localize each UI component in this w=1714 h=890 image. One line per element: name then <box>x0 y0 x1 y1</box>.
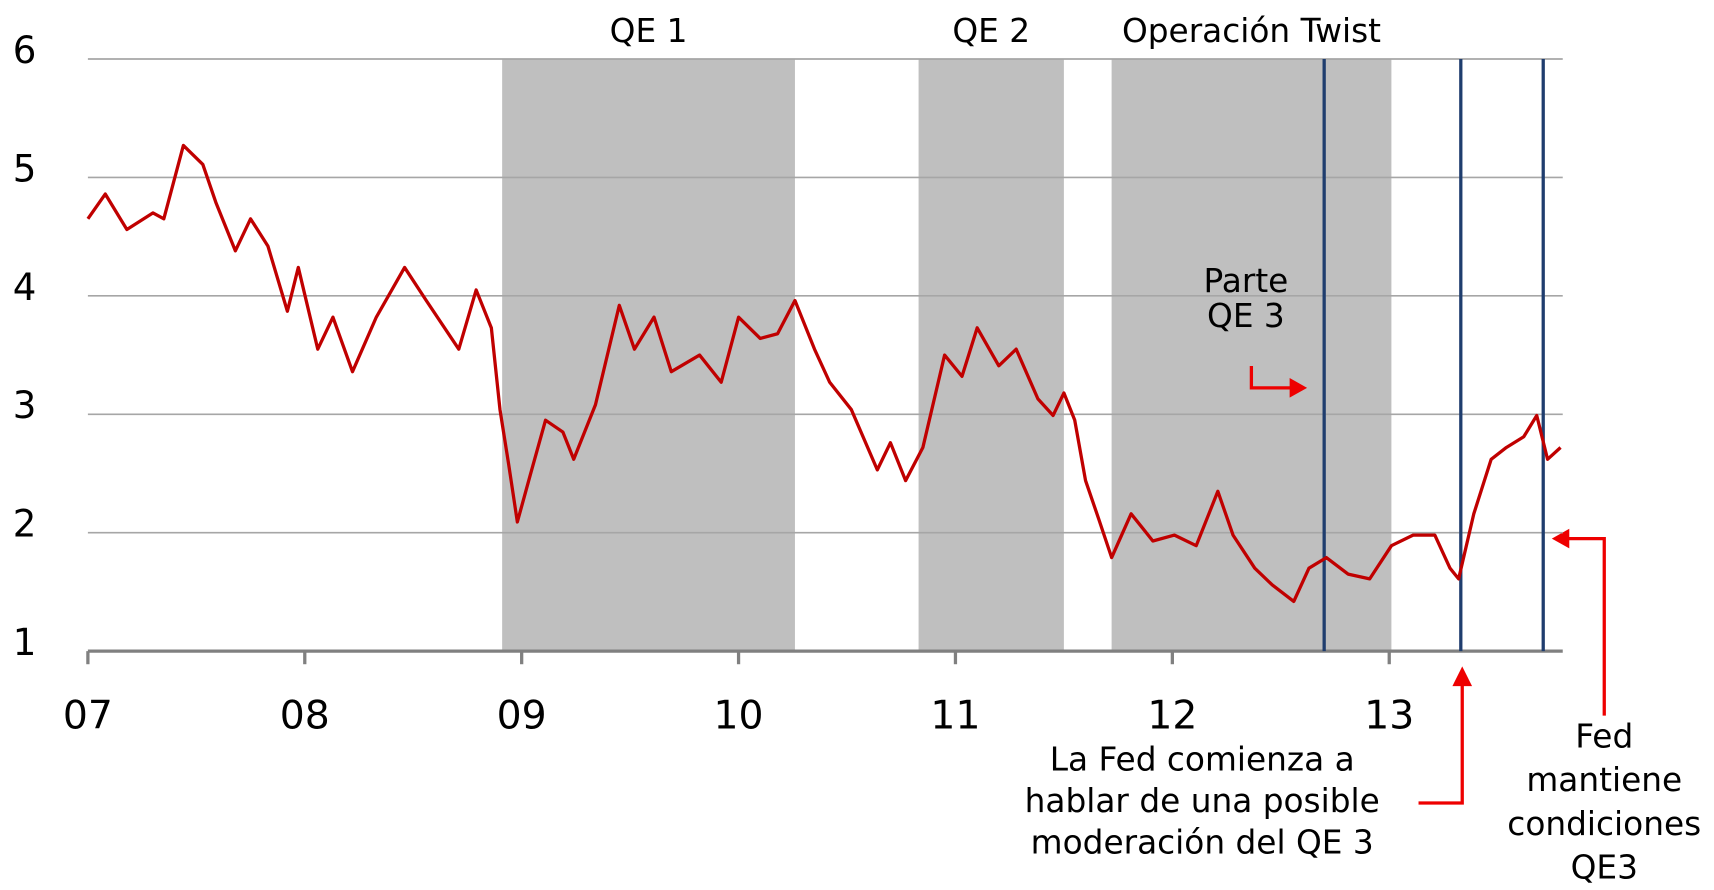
annotation-text: Parte <box>1204 262 1289 300</box>
span-label: QE 1 <box>610 12 688 50</box>
x-tick-label: 11 <box>930 693 980 738</box>
annotation-text: mantiene <box>1526 761 1682 799</box>
annotation-text: condiciones <box>1507 805 1701 843</box>
annotation-text: QE3 <box>1571 849 1638 886</box>
x-tick-label: 07 <box>63 693 113 738</box>
y-tick-label: 2 <box>13 503 37 546</box>
shaded-span <box>502 58 795 652</box>
annotation-text: moderación del QE 3 <box>1031 823 1374 861</box>
arrow <box>1564 536 1606 716</box>
y-tick-label: 3 <box>13 384 37 427</box>
x-tick-label: 09 <box>497 693 547 738</box>
arrow-head <box>1452 666 1473 687</box>
annotation-text: QE 3 <box>1207 297 1285 335</box>
x-tick-label: 12 <box>1147 693 1197 738</box>
y-tick-label: 4 <box>13 266 37 309</box>
annotation-text: La Fed comienza a <box>1050 740 1355 778</box>
yield-line <box>86 143 1562 604</box>
annotation-text: Fed <box>1575 718 1633 756</box>
arrow-head <box>1551 528 1570 549</box>
span-label: Operación Twist <box>1122 12 1381 50</box>
annotation-text: hablar de una posible <box>1025 782 1380 820</box>
arrow <box>1418 682 1464 805</box>
arrow <box>1249 365 1296 390</box>
x-tick-label: 13 <box>1364 693 1414 738</box>
y-tick-label: 1 <box>13 621 37 664</box>
y-tick-label: 6 <box>13 29 37 72</box>
arrow-head <box>1289 377 1308 398</box>
y-tick-label: 5 <box>13 147 37 190</box>
x-tick-label: 10 <box>714 693 764 738</box>
shaded-span <box>1111 58 1392 652</box>
x-tick-label: 08 <box>280 693 330 738</box>
span-label: QE 2 <box>952 12 1030 50</box>
